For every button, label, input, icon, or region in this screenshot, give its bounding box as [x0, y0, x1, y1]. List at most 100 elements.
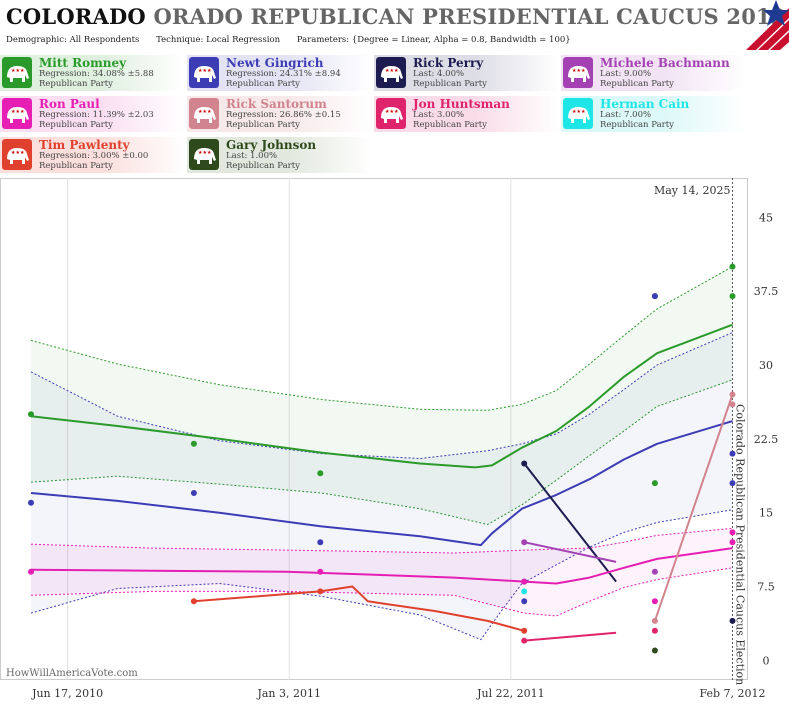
y-tick-label: 22.5 [754, 433, 779, 446]
candidate-stat: Regression: 3.00% ±0.00 [39, 151, 149, 161]
candidate-stat: Regression: 24.31% ±8.94 [226, 69, 341, 79]
candidate-card[interactable]: ★★★ Newt Gingrich Regression: 24.31% ±8.… [187, 55, 372, 91]
candidate-stat: Regression: 26.86% ±0.15 [226, 110, 341, 120]
candidate-name: Gary Johnson [226, 138, 317, 152]
data-point [729, 293, 736, 300]
elephant-icon: ★★★ [376, 57, 406, 88]
data-point [190, 598, 197, 605]
series-line [30, 323, 733, 469]
candidate-card[interactable]: ★★★ Rick Perry Last: 4.00% Republican Pa… [374, 55, 559, 91]
y-tick-label: 37.5 [754, 285, 779, 298]
data-point [521, 578, 528, 585]
data-point [651, 598, 658, 605]
candidate-stat: Last: 9.00% [600, 69, 652, 79]
data-point [190, 440, 197, 447]
data-point [28, 499, 34, 506]
svg-text:★★★: ★★★ [572, 109, 586, 115]
candidate-card[interactable]: ★★★ Jon Huntsman Last: 3.00% Republican … [374, 96, 559, 132]
title-rest: ORADO REPUBLICAN PRESIDENTIAL CAUCUS 201… [153, 4, 786, 29]
candidate-stat: Last: 7.00% [600, 110, 652, 120]
data-point [317, 539, 324, 546]
data-point [317, 588, 324, 595]
band-lower-line [30, 567, 733, 617]
series-line [523, 541, 617, 563]
data-point [521, 588, 528, 595]
band-lower-line [30, 379, 733, 526]
candidate-party: Republican Party [226, 161, 300, 171]
technique-value: Local Regression [206, 35, 281, 45]
candidate-card[interactable]: ★★★ Michele Bachmann Last: 9.00% Republi… [561, 55, 746, 91]
confidence-band [31, 332, 733, 640]
x-tick-label: Jan 3, 2011 [256, 687, 321, 700]
candidate-name: Rick Santorum [226, 97, 327, 111]
y-tick-label: 7.5 [757, 580, 775, 593]
title-main: COLORADO [6, 4, 146, 29]
flag-logo-icon [746, 0, 789, 50]
data-point [521, 598, 528, 605]
parameters-info: Parameters: {Degree = Linear, Alpha = 0.… [297, 35, 571, 45]
candidate-stat: Regression: 11.39% ±2.03 [39, 110, 154, 120]
parameters-value: {Degree = Linear, Alpha = 0.8, Bandwidth… [351, 35, 571, 45]
candidate-stat: Last: 3.00% [413, 110, 465, 120]
candidate-name: Jon Huntsman [413, 97, 510, 111]
band-lower-line [30, 509, 733, 641]
candidate-party: Republican Party [39, 161, 113, 171]
data-point [521, 637, 528, 644]
y-tick-label: 0 [763, 654, 770, 667]
date-label: May 14, 2025 [654, 184, 731, 197]
data-point [729, 539, 736, 546]
candidate-party: Republican Party [600, 120, 674, 130]
data-point [28, 568, 34, 575]
x-tick-label: Jul 22, 2011 [476, 687, 545, 700]
parameters-line: Demographic: All Respondents Technique: … [6, 35, 585, 45]
candidate-name: Newt Gingrich [226, 56, 324, 70]
candidate-card[interactable]: ★★★ Herman Cain Last: 7.00% Republican P… [561, 96, 746, 132]
data-point [729, 617, 736, 624]
svg-text:★★★: ★★★ [385, 68, 399, 74]
elephant-icon: ★★★ [189, 98, 219, 129]
x-tick-label: Jun 17, 2010 [31, 687, 103, 700]
confidence-band [31, 528, 733, 616]
data-point [651, 617, 658, 624]
svg-text:★★★: ★★★ [11, 109, 25, 115]
data-point [729, 391, 736, 398]
elephant-icon: ★★★ [563, 57, 593, 88]
data-point [651, 568, 658, 575]
candidate-card[interactable]: ★★★ Gary Johnson Last: 1.00% Republican … [187, 137, 372, 173]
candidate-stat: Last: 4.00% [413, 69, 465, 79]
band-upper-line [30, 527, 733, 554]
candidate-card[interactable]: ★★★ Ron Paul Regression: 11.39% ±2.03 Re… [0, 96, 185, 132]
elephant-icon: ★★★ [2, 98, 32, 129]
svg-text:★★★: ★★★ [198, 68, 212, 74]
candidate-name: Herman Cain [600, 97, 690, 111]
candidate-party: Republican Party [226, 120, 300, 130]
x-tick-label: Feb 7, 2012 [699, 687, 765, 700]
confidence-band [31, 266, 733, 525]
data-point [317, 568, 324, 575]
candidate-card[interactable]: ★★★ Tim Pawlenty Regression: 3.00% ±0.00… [0, 137, 185, 173]
demographic-info: Demographic: All Respondents [6, 35, 139, 45]
data-point [521, 460, 528, 467]
data-point [521, 539, 528, 546]
parameters-label: Parameters: [296, 35, 350, 45]
candidate-card[interactable]: ★★★ Mitt Romney Regression: 34.08% ±5.88… [0, 55, 185, 91]
candidate-card[interactable]: ★★★ Rick Santorum Regression: 26.86% ±0.… [187, 96, 372, 132]
plot-frame [0, 178, 748, 680]
candidate-party: Republican Party [39, 120, 113, 130]
data-point [729, 529, 736, 536]
candidate-party: Republican Party [39, 79, 113, 89]
svg-text:★★★: ★★★ [385, 109, 399, 115]
series-line [30, 420, 733, 547]
elephant-icon: ★★★ [563, 98, 593, 129]
candidate-party: Republican Party [600, 79, 674, 89]
candidate-stat: Regression: 34.08% ±5.88 [39, 69, 154, 79]
data-point [651, 627, 658, 634]
svg-text:★★★: ★★★ [198, 109, 212, 115]
elephant-icon: ★★★ [189, 57, 219, 88]
data-point [651, 293, 658, 300]
data-point [729, 480, 736, 487]
candidate-name: Mitt Romney [39, 56, 127, 70]
elephant-icon: ★★★ [189, 139, 219, 170]
data-point [729, 263, 736, 270]
candidate-party: Republican Party [413, 79, 487, 89]
